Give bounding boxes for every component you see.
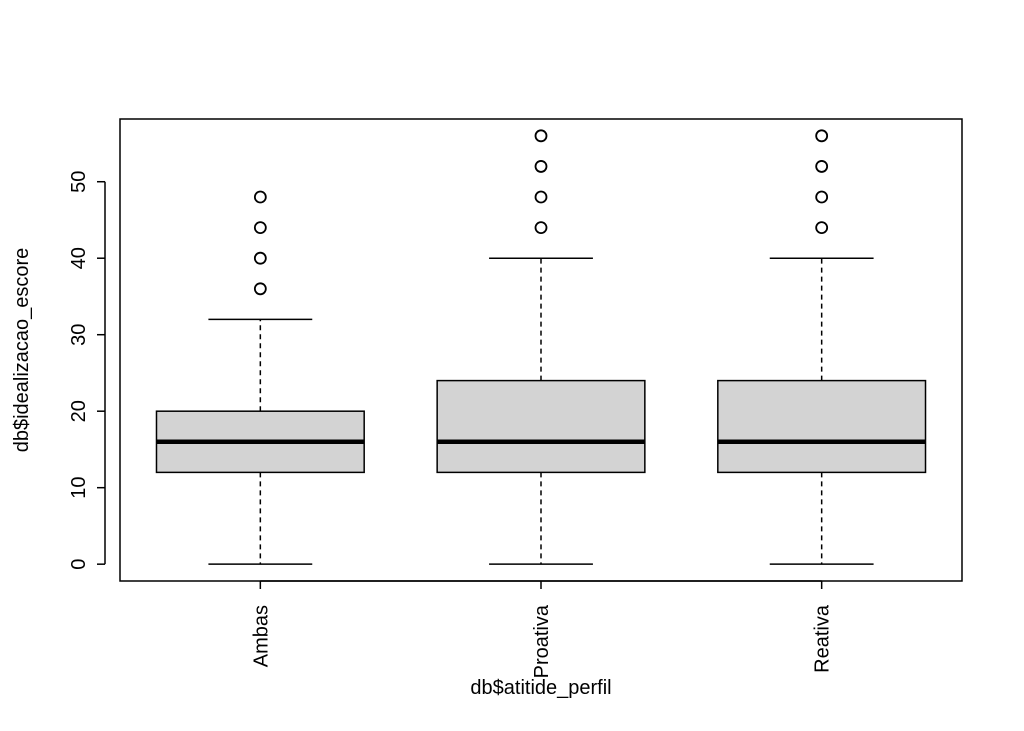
box-group bbox=[436, 129, 646, 565]
outlier-point bbox=[815, 160, 829, 173]
box-group bbox=[155, 190, 365, 565]
outlier-point bbox=[534, 160, 548, 173]
y-tick-label: 50 bbox=[68, 171, 90, 193]
box-series bbox=[155, 129, 927, 565]
outlier-point bbox=[815, 190, 829, 204]
outlier-point bbox=[253, 190, 267, 204]
outlier-point bbox=[534, 190, 548, 204]
y-axis-ticks: 0 10 20 30 40 50 bbox=[68, 171, 105, 570]
y-tick-label: 40 bbox=[68, 247, 90, 269]
x-axis-ticks: Ambas Proativa Reativa bbox=[250, 581, 834, 678]
x-tick-label: Ambas bbox=[250, 605, 272, 667]
outlier-point bbox=[253, 251, 267, 265]
outlier-point bbox=[534, 221, 548, 235]
outlier-point bbox=[815, 129, 829, 143]
outlier-point bbox=[534, 129, 548, 143]
iqr-box bbox=[717, 379, 927, 474]
y-tick-label: 0 bbox=[68, 559, 90, 570]
box-group bbox=[717, 129, 927, 565]
x-axis-title: db$atitide_perfil bbox=[470, 677, 611, 699]
y-tick-label: 10 bbox=[68, 477, 90, 499]
outlier-point bbox=[253, 282, 267, 296]
y-axis-title: db$idealizacao_escore bbox=[11, 248, 33, 453]
iqr-box bbox=[436, 379, 646, 474]
x-tick-label: Proativa bbox=[531, 604, 553, 678]
outlier-point bbox=[253, 221, 267, 235]
y-tick-label: 30 bbox=[68, 324, 90, 346]
x-tick-label: Reativa bbox=[812, 604, 834, 673]
outlier-point bbox=[815, 221, 829, 235]
y-tick-label: 20 bbox=[68, 400, 90, 422]
